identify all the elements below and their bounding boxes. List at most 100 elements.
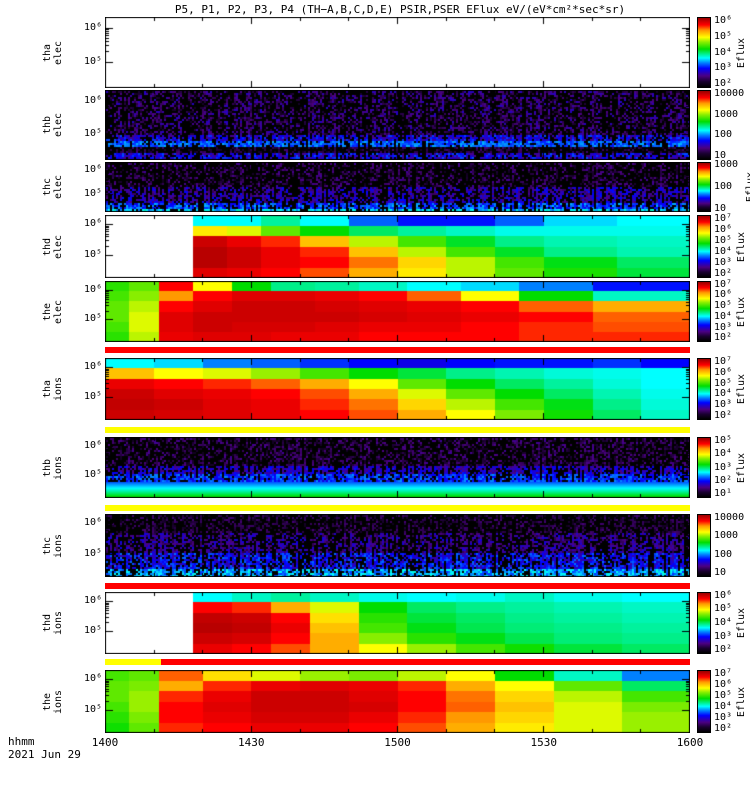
panel-ylabel-thd-ions: thd ions xyxy=(42,610,64,636)
y-tick-label: 10⁶ xyxy=(83,361,102,373)
colorbar-the-ions xyxy=(697,670,711,733)
colorbar-title-tha-ions: Eflux xyxy=(736,373,747,405)
panel-ylabel-the-ions: the ions xyxy=(42,689,64,714)
colorbar-tick-label: 10¹ xyxy=(714,488,733,500)
spectrogram-thb-elec xyxy=(105,90,690,160)
y-tick-label: 10⁵ xyxy=(83,547,102,559)
colorbar-tick-label: 10³ xyxy=(714,399,733,411)
colorbar-thd-ions xyxy=(697,592,711,654)
colorbar-tick-label: 1000 xyxy=(714,159,739,170)
spectrogram-tha-ions xyxy=(105,358,690,420)
panel-ylabel-tha-elec: tha elec xyxy=(42,40,64,65)
plot-title: P5, P1, P2, P3, P4 (TH−A,B,C,D,E) PSIR,P… xyxy=(174,3,626,16)
colorbar-title-the-ions: Eflux xyxy=(736,686,747,717)
panel-ylabel-tha-ions: tha ions xyxy=(42,376,64,402)
colorbar-tick-label: 100 xyxy=(714,548,733,560)
spectrogram-thd-ions xyxy=(105,592,690,654)
colorbar-tick-label: 10² xyxy=(714,77,733,89)
spectrogram-thc-elec xyxy=(105,162,690,212)
panel-ylabel-thd-elec: thd elec xyxy=(42,234,64,259)
colorbar-tick-label: 10² xyxy=(714,474,733,486)
colorbar-tick-label: 10000 xyxy=(714,511,745,523)
colorbar-tick-label: 10⁴ xyxy=(714,448,733,460)
colorbar-tha-ions xyxy=(697,358,711,420)
y-tick-label: 10⁶ xyxy=(83,163,102,175)
y-tick-label: 10⁵ xyxy=(83,625,102,637)
y-tick-label: 10⁵ xyxy=(83,128,102,140)
y-tick-label: 10⁵ xyxy=(83,187,102,199)
colorbar-title-thc-elec: Eflux xyxy=(745,171,750,203)
colorbar-tick-label: 10⁴ xyxy=(714,246,733,258)
colorbar-tick-label: 10⁶ xyxy=(714,223,733,235)
y-tick-label: 10⁶ xyxy=(83,21,102,33)
x-tick-label: 1500 xyxy=(384,736,411,749)
colorbar-tick-label: 10⁵ xyxy=(714,603,733,615)
y-tick-label: 10⁶ xyxy=(83,517,102,529)
colorbar-tick-label: 10⁶ xyxy=(714,289,733,301)
y-tick-label: 10⁵ xyxy=(83,55,102,67)
colorbar-tick-label: 10⁵ xyxy=(714,434,733,446)
spectrogram-the-ions xyxy=(105,670,690,733)
y-tick-label: 10⁶ xyxy=(83,94,102,106)
colorbar-tick-label: 10 xyxy=(714,567,727,579)
colorbar-tick-label: 10⁵ xyxy=(714,689,733,701)
colorbar-tick-label: 10⁵ xyxy=(714,234,733,246)
spectrogram-thc-ions xyxy=(105,514,690,577)
colorbar-tick-label: 10⁴ xyxy=(714,701,733,713)
panel-ylabel-thb-ions: thb ions xyxy=(42,455,64,480)
x-tick-label: 1430 xyxy=(238,736,265,749)
separator-stripe xyxy=(105,659,161,665)
x-tick-label: 1600 xyxy=(676,736,704,749)
colorbar-tick-label: 100 xyxy=(714,181,733,192)
colorbar-thb-ions xyxy=(697,437,711,498)
colorbar-tick-label: 10³ xyxy=(714,712,733,724)
colorbar-tick-label: 10⁵ xyxy=(714,30,733,42)
x-tick-label: 1400 xyxy=(91,736,119,749)
date-label: 2021 Jun 29 xyxy=(8,748,81,761)
colorbar-tick-label: 10⁴ xyxy=(714,310,733,322)
colorbar-tick-label: 10⁶ xyxy=(714,678,733,690)
colorbar-title-thd-elec: Eflux xyxy=(736,231,747,262)
colorbar-tick-label: 10000 xyxy=(714,88,745,100)
panel-ylabel-thc-ions: thc ions xyxy=(42,533,64,558)
separator-stripe xyxy=(105,505,690,511)
colorbar-tick-label: 1000 xyxy=(714,108,739,120)
separator-stripe xyxy=(105,347,690,353)
colorbar-tick-label: 10⁴ xyxy=(714,388,733,400)
colorbar-title-thb-ions: Eflux xyxy=(736,452,747,483)
spectrogram-thd-elec xyxy=(105,215,690,278)
colorbar-title-the-elec: Eflux xyxy=(736,296,747,327)
colorbar-tick-label: 10² xyxy=(714,268,733,280)
colorbar-tick-label: 10⁶ xyxy=(714,366,733,378)
spectrogram-thb-ions xyxy=(105,437,690,498)
colorbar-tick-label: 10² xyxy=(714,332,733,344)
colorbar-title-thd-ions: Eflux xyxy=(736,607,747,639)
y-tick-label: 10⁶ xyxy=(83,440,102,452)
colorbar-tick-label: 1000 xyxy=(714,530,739,542)
colorbar-tick-label: 10⁷ xyxy=(714,355,733,367)
colorbar-tick-label: 10³ xyxy=(714,321,733,333)
colorbar-tick-label: 10² xyxy=(714,644,733,656)
colorbar-thc-ions xyxy=(697,514,711,577)
colorbar-tick-label: 10² xyxy=(714,410,733,422)
y-tick-label: 10⁶ xyxy=(83,595,102,607)
colorbar-tick-label: 10⁵ xyxy=(714,377,733,389)
colorbar-tick-label: 10⁶ xyxy=(714,15,733,27)
colorbar-tick-label: 10⁷ xyxy=(714,278,733,290)
panel-ylabel-the-elec: the elec xyxy=(42,299,64,324)
y-tick-label: 10⁶ xyxy=(83,218,102,230)
y-tick-label: 10⁵ xyxy=(83,391,102,403)
y-tick-label: 10⁵ xyxy=(83,469,102,481)
colorbar-thc-elec xyxy=(697,162,711,212)
separator-stripe xyxy=(105,583,690,589)
colorbar-tick-label: 10⁴ xyxy=(714,617,733,628)
y-tick-label: 10⁶ xyxy=(83,284,102,296)
colorbar-tick-label: 10⁴ xyxy=(714,46,733,58)
panel-ylabel-thb-elec: thb elec xyxy=(42,112,64,138)
colorbar-tick-label: 10² xyxy=(714,723,733,735)
colorbar-tick-label: 10⁶ xyxy=(714,589,733,601)
separator-stripe xyxy=(105,427,690,433)
spectrogram-the-elec xyxy=(105,281,690,342)
colorbar-tick-label: 10³ xyxy=(714,257,733,269)
